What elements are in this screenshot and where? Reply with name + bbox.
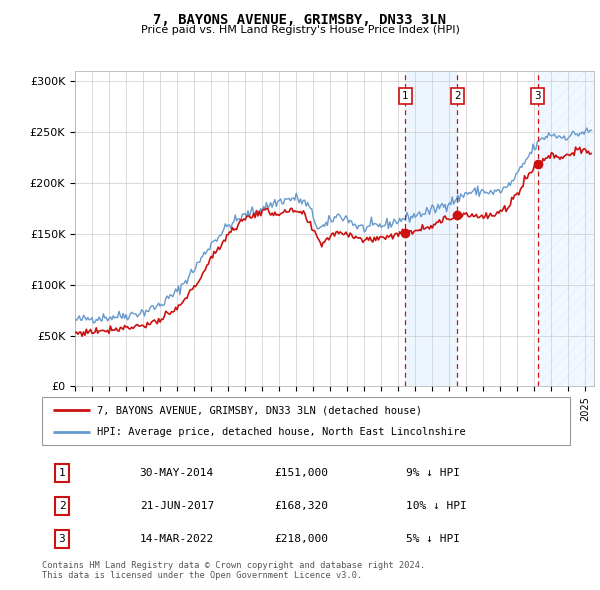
Text: This data is licensed under the Open Government Licence v3.0.: This data is licensed under the Open Gov… [42,571,362,580]
Text: 30-MAY-2014: 30-MAY-2014 [140,468,214,478]
Text: 5% ↓ HPI: 5% ↓ HPI [406,535,460,544]
Text: 2: 2 [59,502,65,511]
Text: 7, BAYONS AVENUE, GRIMSBY, DN33 3LN: 7, BAYONS AVENUE, GRIMSBY, DN33 3LN [154,13,446,27]
Text: £151,000: £151,000 [274,468,328,478]
Text: £218,000: £218,000 [274,535,328,544]
Text: 2: 2 [454,91,461,101]
Text: 14-MAR-2022: 14-MAR-2022 [140,535,214,544]
Text: 7, BAYONS AVENUE, GRIMSBY, DN33 3LN (detached house): 7, BAYONS AVENUE, GRIMSBY, DN33 3LN (det… [97,405,422,415]
Text: 1: 1 [59,468,65,478]
Text: 10% ↓ HPI: 10% ↓ HPI [406,502,467,511]
Text: 3: 3 [535,91,541,101]
Text: Contains HM Land Registry data © Crown copyright and database right 2024.: Contains HM Land Registry data © Crown c… [42,560,425,569]
Text: 9% ↓ HPI: 9% ↓ HPI [406,468,460,478]
Text: £168,320: £168,320 [274,502,328,511]
Text: Price paid vs. HM Land Registry's House Price Index (HPI): Price paid vs. HM Land Registry's House … [140,25,460,35]
Text: 21-JUN-2017: 21-JUN-2017 [140,502,214,511]
Bar [538,71,594,386]
Bar [405,71,457,386]
FancyBboxPatch shape [42,397,570,445]
Text: 3: 3 [59,535,65,544]
Text: 1: 1 [402,91,409,101]
Text: HPI: Average price, detached house, North East Lincolnshire: HPI: Average price, detached house, Nort… [97,427,466,437]
